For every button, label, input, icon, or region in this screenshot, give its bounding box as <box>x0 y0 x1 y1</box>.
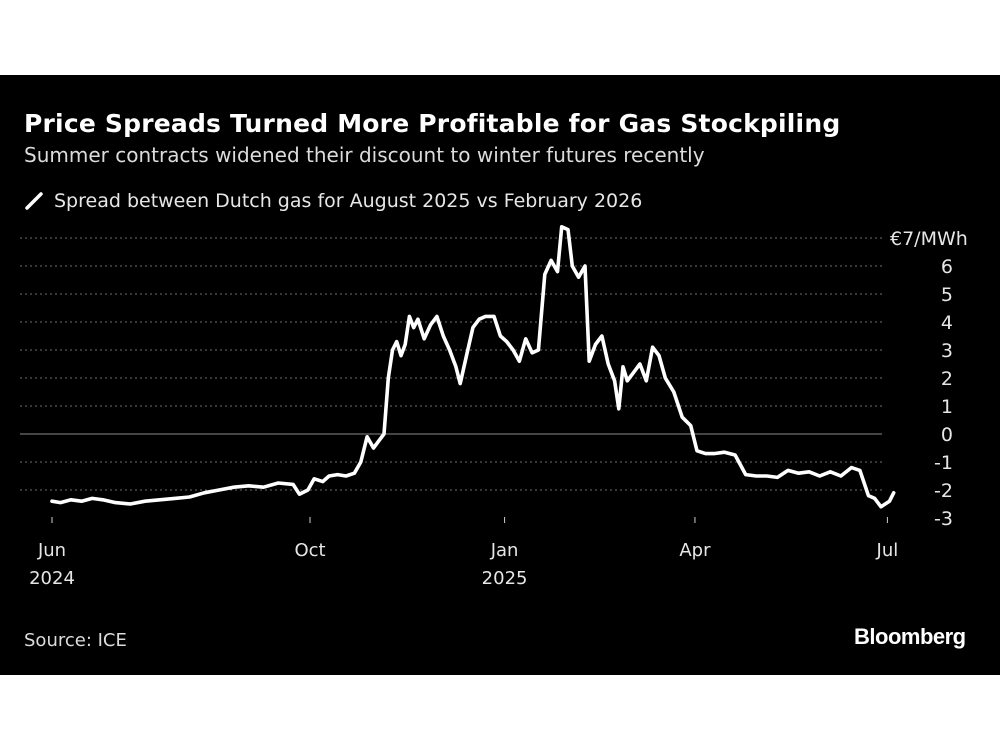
legend-label: Spread between Dutch gas for August 2025… <box>54 190 643 212</box>
y-tick-label: -3 <box>934 508 953 530</box>
y-tick-label: 5 <box>941 284 953 306</box>
y-tick-label: 6 <box>941 256 953 278</box>
grid-lines <box>20 237 882 491</box>
y-tick-label: -2 <box>934 480 953 502</box>
y-axis: €7/MWh 6 5 4 3 2 1 0 -1 -2 -3 <box>890 228 968 530</box>
y-tick-label: 4 <box>941 312 953 334</box>
y-tick-label: 3 <box>941 340 953 362</box>
series-line-0 <box>50 225 896 509</box>
x-tick-label: Apr <box>679 540 711 561</box>
chart-title: Price Spreads Turned More Profitable for… <box>24 109 841 138</box>
chart-panel <box>0 75 1000 675</box>
x-tick-label: Jul <box>876 540 899 561</box>
x-tick-year-label: 2024 <box>29 568 75 589</box>
y-tick-label: 1 <box>941 396 953 418</box>
x-tick-label: Oct <box>294 540 325 561</box>
x-axis: Jun 2024 Oct Jan 2025 Apr Jul <box>29 517 898 589</box>
series-layer <box>50 225 896 509</box>
y-tick-label: 2 <box>941 368 953 390</box>
legend-swatch-icon <box>25 192 43 210</box>
y-tick-label: €7/MWh <box>890 228 968 250</box>
x-tick-year-label: 2025 <box>482 568 528 589</box>
x-tick-label: Jan <box>490 540 519 561</box>
x-tick-label: Jun <box>37 540 66 561</box>
chart-subtitle: Summer contracts widened their discount … <box>24 143 705 167</box>
y-tick-label: -1 <box>934 452 953 474</box>
y-tick-label: 0 <box>941 424 953 446</box>
legend: Spread between Dutch gas for August 2025… <box>24 190 642 212</box>
source-note: Source: ICE <box>24 630 127 651</box>
bloomberg-logo: Bloomberg <box>854 624 966 649</box>
